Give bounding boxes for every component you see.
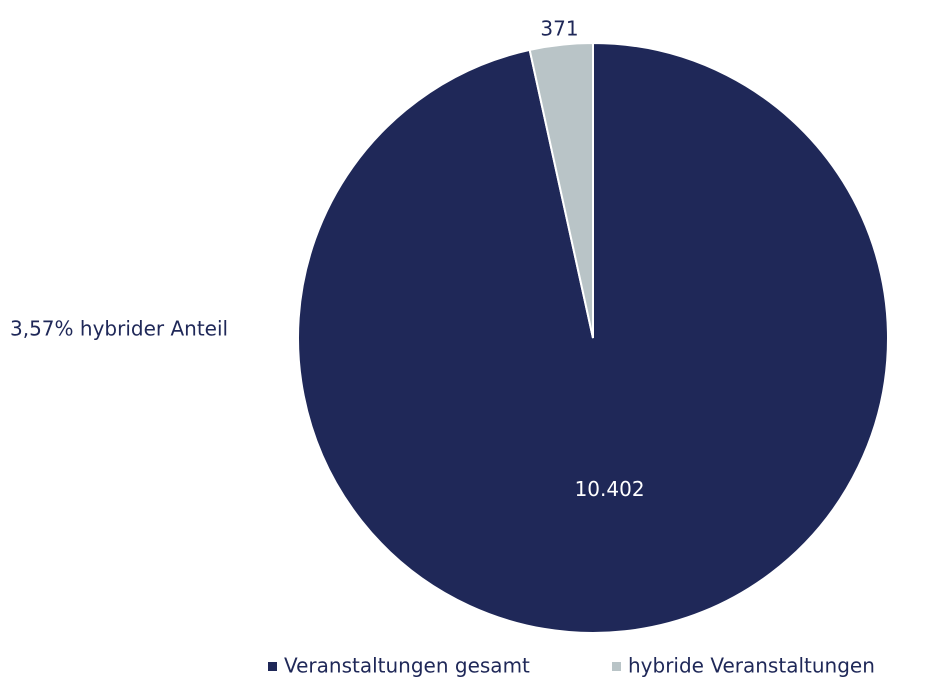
annotation: 3,57% hybrider Anteil (10, 317, 228, 341)
legend-label: Veranstaltungen gesamt (284, 654, 530, 678)
value-label: 10.402 (575, 477, 645, 501)
value-label: 371 (540, 16, 578, 40)
legend-swatch (268, 662, 277, 671)
pie-slice (528, 41, 594, 339)
legend-label: hybride Veranstaltungen (628, 654, 875, 678)
legend-swatch (612, 662, 621, 671)
